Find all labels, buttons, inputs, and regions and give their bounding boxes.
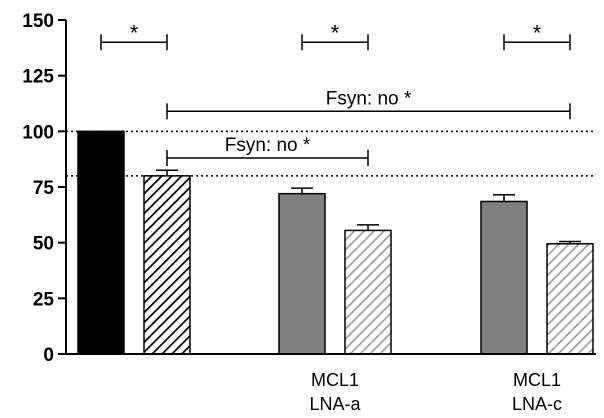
bracket-annotation: Fsyn: no * — [326, 88, 412, 109]
category-label: LNA-a — [309, 394, 361, 414]
y-tick-label: 100 — [22, 122, 54, 143]
y-tick-label: 75 — [33, 178, 55, 199]
bar — [344, 229, 392, 355]
category-label: LNA-c — [512, 394, 562, 414]
bracket-annotation: Fsyn: no * — [225, 135, 311, 156]
significance-star: * — [130, 20, 139, 45]
error-bars — [156, 169, 581, 244]
category-labels: MCL1 LNA-a MCL1 LNA-c — [309, 370, 562, 414]
y-tick-label: 125 — [22, 67, 54, 88]
y-axis: 0 25 50 75 100 125 150 — [22, 11, 596, 366]
bar — [546, 243, 594, 355]
significance-star: * — [331, 20, 340, 45]
reference-lines — [66, 130, 596, 177]
significance-star: * — [533, 20, 542, 45]
bar — [77, 130, 125, 355]
y-tick-label: 0 — [43, 345, 54, 366]
bars — [77, 130, 594, 355]
category-label: MCL1 — [311, 370, 359, 390]
bar — [480, 200, 528, 355]
bar — [278, 192, 326, 355]
y-tick-label: 50 — [33, 234, 54, 255]
bar — [143, 175, 191, 355]
y-tick-label: 150 — [22, 11, 54, 32]
y-tick-label: 25 — [33, 289, 55, 310]
category-label: MCL1 — [513, 370, 561, 390]
significance-brackets: * * * Fsyn: no * Fsyn: no * — [100, 20, 571, 167]
